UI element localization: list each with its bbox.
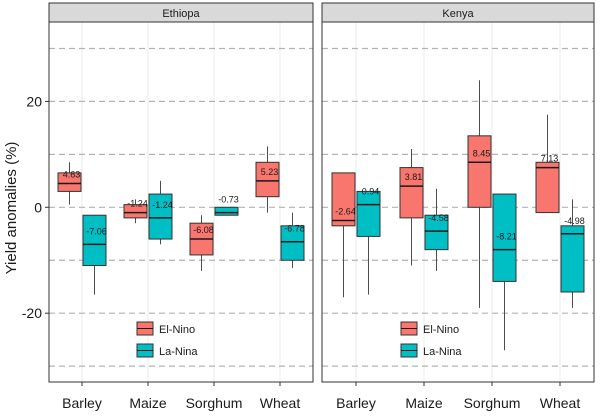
box-body — [148, 193, 173, 240]
box-body — [331, 172, 356, 227]
legend-label: El-Nino — [159, 324, 195, 336]
y-tick-label: 20 — [26, 93, 42, 109]
y-tick-label: 0 — [34, 199, 42, 215]
box-el-nino-sorghum: 8.45 — [467, 80, 492, 308]
legend-label: La-Nina — [159, 346, 198, 358]
box-el-nino-barley: -2.64 — [331, 172, 356, 298]
data-label: -1.24 — [152, 200, 173, 210]
data-label: -6.08 — [193, 225, 214, 235]
panel-border — [48, 21, 314, 383]
x-tick-label: Maize — [129, 395, 167, 411]
panel-title: Ethiopa — [162, 8, 200, 20]
box-body — [492, 193, 517, 282]
x-tick-label: Sorghum — [464, 395, 521, 411]
box-la-nina-maize: -1.24 — [148, 180, 173, 245]
x-tick-label: Wheat — [260, 395, 301, 411]
panel-title: Kenya — [442, 8, 474, 20]
data-label: 5.23 — [261, 167, 279, 177]
box-la-nina-sorghum: -0.73 — [214, 195, 239, 216]
box-el-nino-barley: 4.63 — [57, 162, 82, 205]
box-body — [356, 190, 381, 237]
box-la-nina-wheat: -6.78 — [280, 212, 305, 269]
panel-ethiopa: Ethiopa 4.63 -7.06 Barley -1.24 -1.24 Maize -6.… — [48, 2, 314, 411]
box-body — [560, 225, 585, 293]
data-label: -1.24 — [127, 199, 148, 209]
box-body — [123, 204, 148, 219]
panel-border — [321, 21, 595, 383]
data-label: -4.58 — [428, 213, 449, 223]
box-el-nino-maize: -1.24 — [123, 199, 148, 224]
box-el-nino-maize: 3.81 — [399, 149, 424, 266]
y-axis-label: Yield anomalies (%) — [3, 142, 20, 275]
data-label: 3.81 — [405, 172, 423, 182]
panel-kenya: Kenya -2.64 0.94 Barley 3.81 -4.58 Maize 8.45 -8… — [321, 2, 595, 411]
legend-label: La-Nina — [423, 346, 462, 358]
data-label: -7.06 — [86, 226, 107, 236]
plot-background — [49, 22, 313, 382]
data-label: 7.13 — [541, 154, 559, 164]
chart-panels: Ethiopa 4.63 -7.06 Barley -1.24 -1.24 Maize -6.… — [22, 2, 595, 411]
box-la-nina-maize: -4.58 — [424, 188, 449, 271]
data-label: -8.21 — [496, 232, 517, 242]
box-body — [467, 135, 492, 208]
box-body — [399, 167, 424, 219]
box-la-nina-wheat: -4.98 — [560, 199, 585, 308]
box-la-nina-barley: -7.06 — [82, 214, 107, 295]
box-la-nina-barley: 0.94 — [356, 187, 381, 295]
x-tick-label: Maize — [405, 395, 443, 411]
box-el-nino-wheat: 5.23 — [255, 146, 280, 213]
legend-label: El-Nino — [423, 324, 459, 336]
box-body — [82, 214, 107, 267]
y-tick-label: -20 — [22, 305, 42, 321]
data-label: -2.64 — [335, 207, 356, 217]
box-body — [255, 161, 280, 198]
box-body — [424, 214, 449, 251]
box-body — [57, 172, 82, 192]
data-label: 4.63 — [63, 169, 81, 179]
box-el-nino-wheat: 7.13 — [535, 114, 560, 214]
box-body — [535, 161, 560, 214]
data-label: 0.94 — [362, 187, 380, 197]
data-label: 8.45 — [473, 148, 491, 158]
data-label: -6.78 — [284, 224, 305, 234]
data-label: -4.98 — [564, 216, 585, 226]
x-tick-label: Barley — [336, 395, 376, 411]
x-tick-label: Barley — [62, 395, 102, 411]
box-la-nina-sorghum: -8.21 — [492, 193, 517, 351]
box-body — [214, 206, 239, 216]
x-tick-label: Sorghum — [186, 395, 243, 411]
box-el-nino-sorghum: -6.08 — [189, 215, 214, 271]
data-label: -0.73 — [218, 195, 239, 205]
box-body — [280, 225, 305, 261]
x-tick-label: Wheat — [540, 395, 581, 411]
